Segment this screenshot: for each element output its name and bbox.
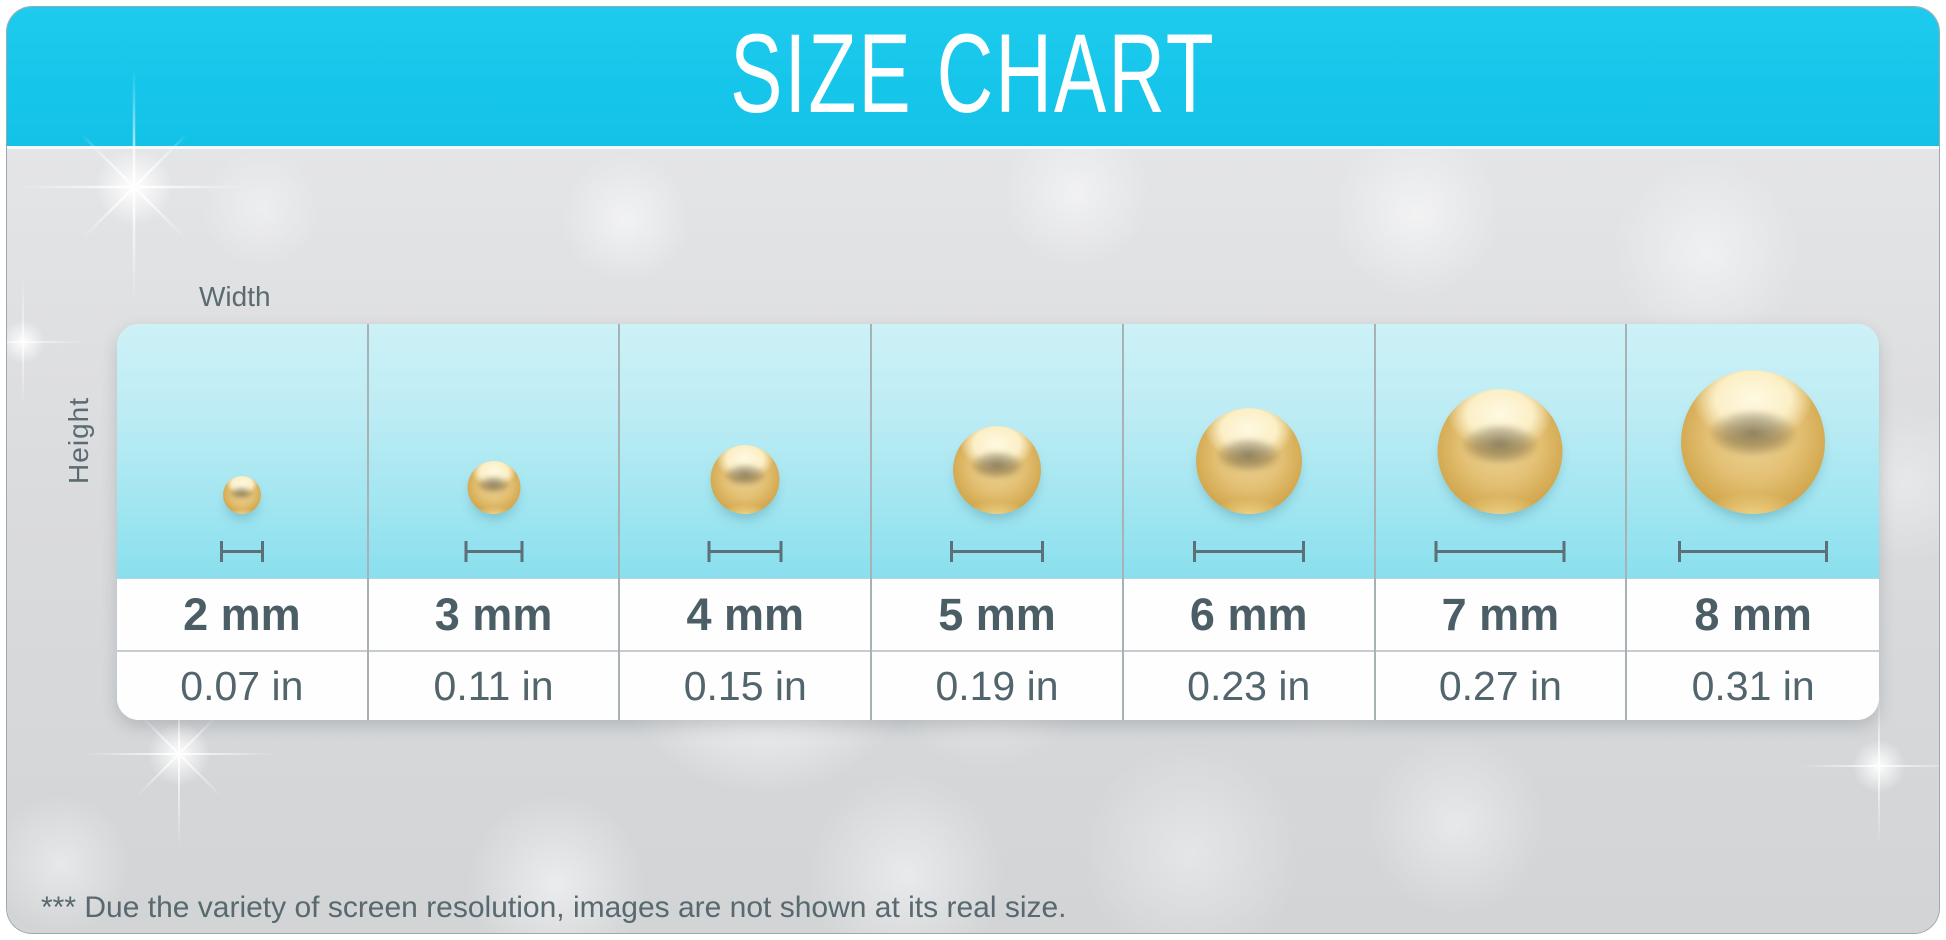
bead-cell xyxy=(368,324,619,579)
size-chart-card: SIZE CHART Width Height 2 mm 0.07 in xyxy=(6,6,1940,934)
inch-value: 0.23 in xyxy=(1123,652,1374,720)
gold-bead-image xyxy=(710,445,780,514)
page-title: SIZE CHART xyxy=(730,10,1216,136)
inch-value: 0.07 in xyxy=(117,652,367,720)
gold-bead-image xyxy=(467,461,521,514)
size-column-2mm: 2 mm 0.07 in xyxy=(117,324,369,720)
size-table: 2 mm 0.07 in 3 mm 0.11 in 4 mm 0.15 in xyxy=(117,324,1879,720)
mm-value: 7 mm xyxy=(1375,579,1626,652)
size-column-8mm: 8 mm 0.31 in xyxy=(1627,324,1879,720)
size-column-7mm: 7 mm 0.27 in xyxy=(1375,324,1628,720)
gold-bead-image xyxy=(1437,389,1563,514)
size-column-6mm: 6 mm 0.23 in xyxy=(1123,324,1376,720)
gold-bead-image xyxy=(222,476,261,514)
inch-value: 0.11 in xyxy=(368,652,619,720)
size-column-5mm: 5 mm 0.19 in xyxy=(872,324,1124,720)
mm-value: 3 mm xyxy=(368,579,619,652)
bead-cell xyxy=(620,324,871,579)
width-bracket-icon xyxy=(1434,541,1566,562)
bead-cell xyxy=(872,324,1122,579)
width-axis-label: Width xyxy=(199,281,271,312)
width-bracket-icon xyxy=(1678,541,1829,562)
bead-cell xyxy=(1627,324,1879,579)
inch-value: 0.15 in xyxy=(620,652,871,720)
size-column-3mm: 3 mm 0.11 in xyxy=(368,324,621,720)
size-column-4mm: 4 mm 0.15 in xyxy=(620,324,873,720)
gold-bead-image xyxy=(952,426,1041,514)
height-axis-label: Height xyxy=(63,397,94,484)
width-bracket-icon xyxy=(1192,541,1305,562)
width-bracket-icon xyxy=(464,541,524,562)
gold-bead-image xyxy=(1681,370,1826,514)
inch-value: 0.27 in xyxy=(1375,652,1626,720)
mm-value: 2 mm xyxy=(117,579,367,652)
mm-value: 5 mm xyxy=(872,579,1122,652)
mm-value: 4 mm xyxy=(620,579,871,652)
screen-resolution-disclaimer: *** Due the variety of screen resolution… xyxy=(41,891,1067,924)
bead-cell xyxy=(117,324,367,579)
gold-bead-image xyxy=(1195,408,1302,514)
mm-value: 8 mm xyxy=(1627,579,1879,652)
inch-value: 0.19 in xyxy=(872,652,1122,720)
header-bar: SIZE CHART xyxy=(7,7,1939,146)
width-bracket-icon xyxy=(949,541,1044,562)
mm-value: 6 mm xyxy=(1123,579,1374,652)
width-bracket-icon xyxy=(707,541,783,562)
bokeh-background: Width Height 2 mm 0.07 in 3 mm 0.11 in xyxy=(7,68,1939,933)
inch-value: 0.31 in xyxy=(1627,652,1879,720)
bead-cell xyxy=(1123,324,1374,579)
width-bracket-icon xyxy=(219,541,264,562)
bead-cell xyxy=(1375,324,1626,579)
